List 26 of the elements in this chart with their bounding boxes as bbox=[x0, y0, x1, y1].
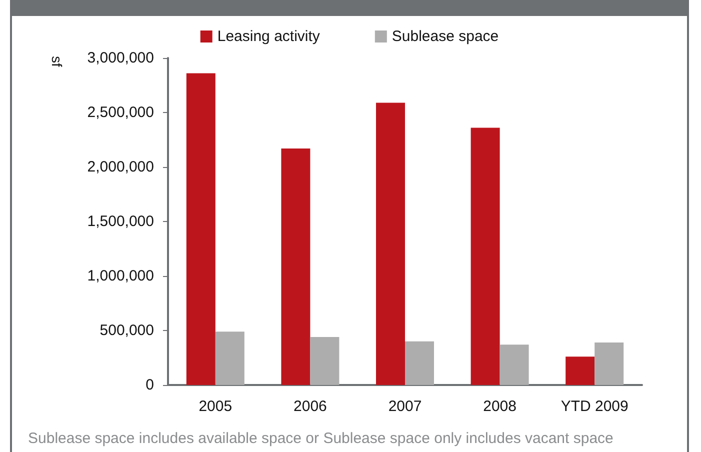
bar bbox=[594, 342, 624, 385]
x-tick-label: YTD 2009 bbox=[560, 398, 628, 415]
y-tick-label: 2,500,000 bbox=[87, 104, 154, 121]
bar bbox=[215, 332, 244, 385]
y-tick-label: 500,000 bbox=[100, 322, 154, 339]
bar bbox=[566, 356, 595, 385]
bar bbox=[405, 341, 434, 385]
x-tick-label: 2007 bbox=[388, 398, 422, 415]
x-tick-label: 2006 bbox=[294, 398, 327, 415]
text: Sublease space includes available space or Sublease space only includes vacant space bbox=[28, 430, 614, 447]
x-tick-label: 2008 bbox=[483, 398, 516, 415]
legend-label: Leasing activity bbox=[217, 28, 320, 45]
y-tick-label: 3,000,000 bbox=[87, 50, 154, 66]
y-tick-label: 2,000,000 bbox=[87, 158, 154, 176]
bar bbox=[186, 73, 216, 385]
bar bbox=[500, 344, 529, 385]
bar bbox=[470, 128, 500, 385]
bar bbox=[281, 148, 310, 385]
x-tick-label: 2005 bbox=[198, 398, 232, 415]
y-tick-label: 0 bbox=[146, 376, 154, 394]
y-axis-title: sf bbox=[49, 56, 65, 67]
bar bbox=[310, 337, 340, 385]
y-tick-label: 1,500,000 bbox=[87, 213, 154, 230]
bar bbox=[376, 102, 405, 385]
legend-label: Sublease space bbox=[392, 28, 499, 45]
y-tick-label: 1,000,000 bbox=[87, 268, 154, 284]
